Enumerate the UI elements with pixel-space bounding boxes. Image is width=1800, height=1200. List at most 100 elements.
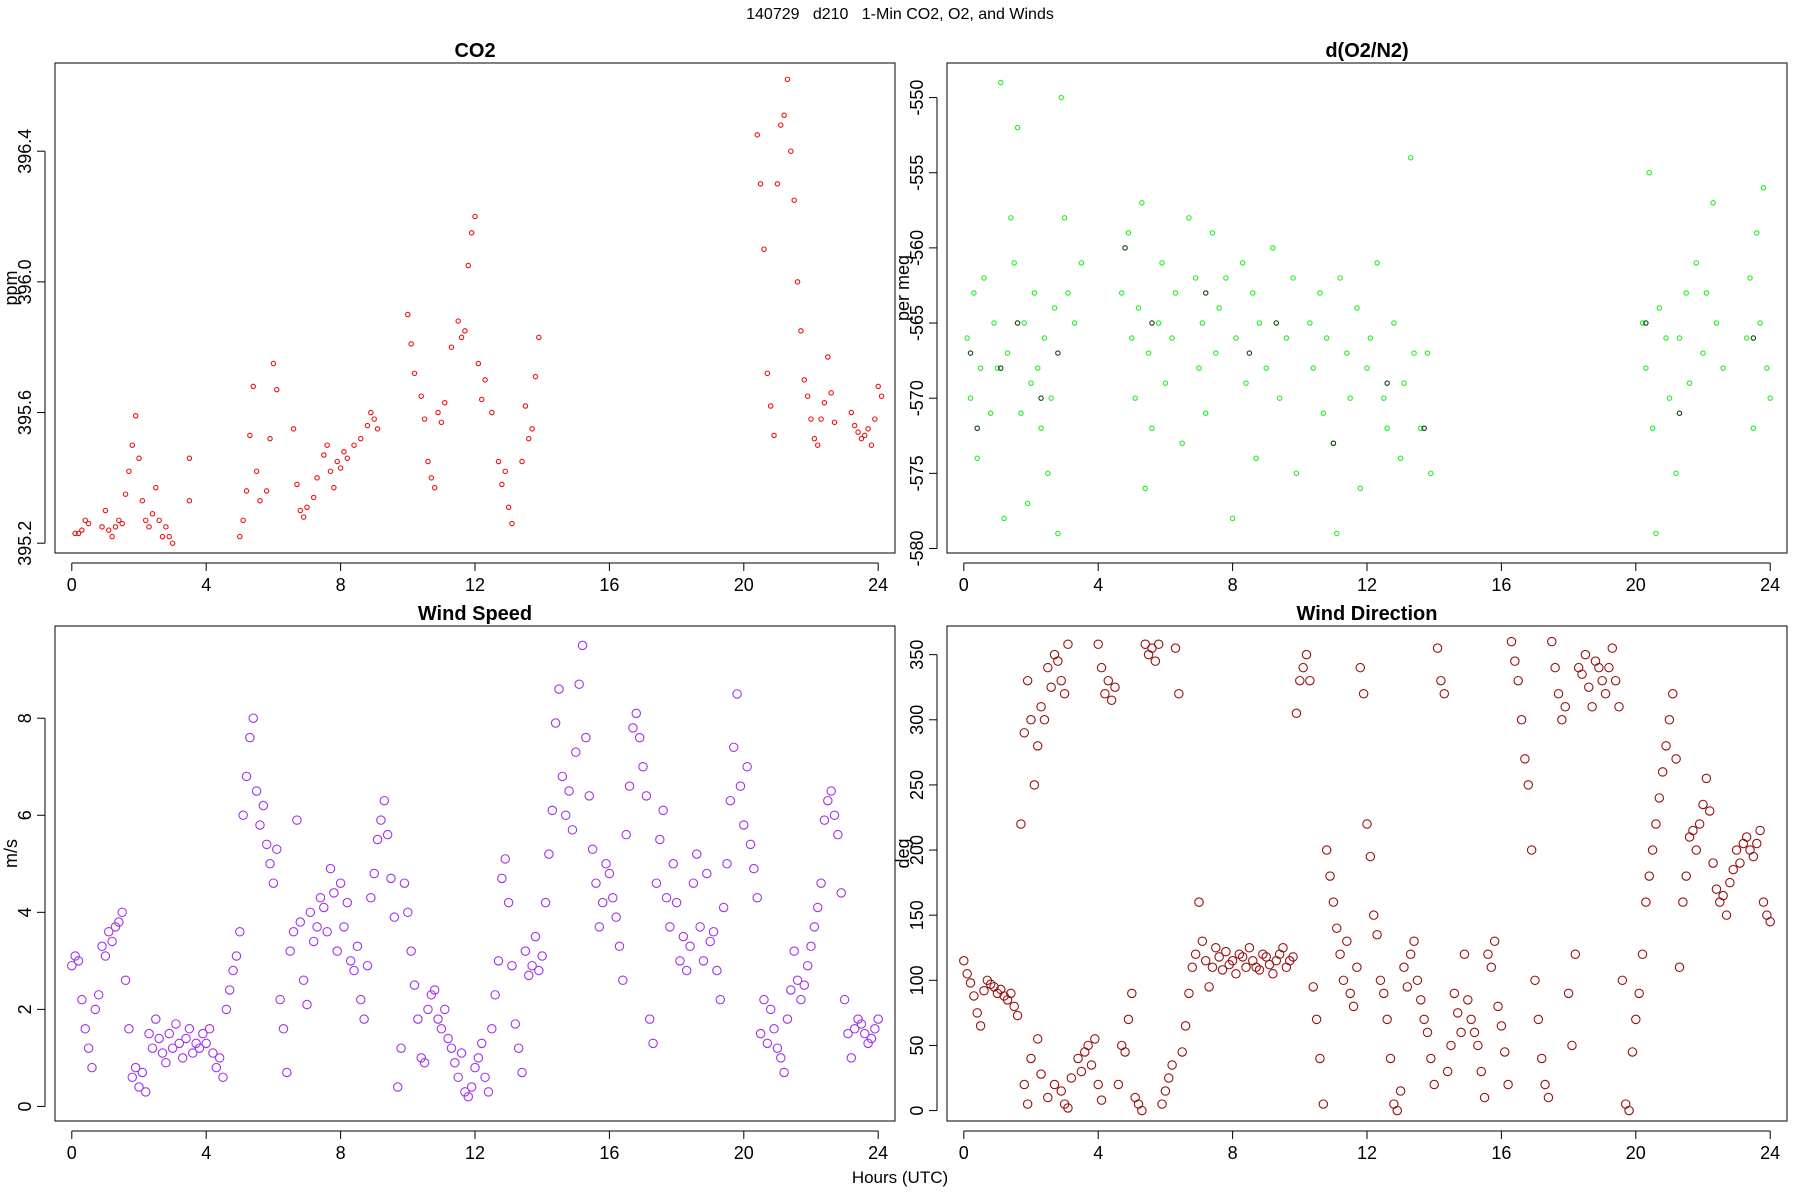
- wind-direction-point: [1106, 695, 1117, 706]
- wind-speed-point: [594, 922, 605, 932]
- wind-speed-point: [224, 985, 235, 995]
- co2-point: [337, 465, 344, 471]
- o2-point: [1334, 530, 1340, 537]
- wind-speed-point: [302, 999, 312, 1010]
- wind-speed-point: [198, 1028, 208, 1039]
- wind-speed-point: [534, 965, 544, 976]
- wind-direction-point: [1009, 1001, 1019, 1012]
- wind-direction-point: [1671, 754, 1681, 764]
- o2-dark-point: [1202, 290, 1209, 296]
- wind-direction-point: [1389, 1099, 1399, 1109]
- wind-direction-point: [1641, 897, 1651, 907]
- o2-point: [1038, 425, 1044, 431]
- wind-speed-point: [695, 922, 705, 932]
- o2-dark-point: [1384, 380, 1390, 386]
- x-tick-label: 8: [1228, 575, 1238, 595]
- wind-direction-point: [1741, 832, 1752, 842]
- y-axis-label: deg: [893, 838, 913, 868]
- wind-direction-point: [1036, 702, 1046, 712]
- x-tick-label: 12: [1357, 575, 1377, 595]
- wind-speed-point: [789, 946, 799, 956]
- o2-point: [1391, 320, 1397, 326]
- wind-direction-point: [1311, 1014, 1322, 1025]
- co2-point: [872, 416, 878, 422]
- wind-direction-point: [1261, 952, 1271, 962]
- wind-direction-point: [1493, 1001, 1503, 1012]
- co2-point: [163, 524, 169, 530]
- wind-speed-point: [174, 1038, 185, 1049]
- wind-direction-point: [1093, 1079, 1103, 1090]
- co2-point: [371, 416, 377, 422]
- y-tick-label: 300: [907, 705, 927, 735]
- o2-point: [1065, 290, 1071, 296]
- wind-direction-point: [1234, 949, 1245, 960]
- co2-point: [247, 432, 253, 439]
- wind-speed-point: [93, 990, 104, 1000]
- wind-direction-point: [1725, 877, 1735, 888]
- co2-point: [153, 484, 159, 491]
- o2-point: [1041, 335, 1048, 341]
- o2-dark-point: [1330, 440, 1337, 447]
- panel-title: Wind Speed: [418, 603, 532, 625]
- wind-speed-point: [571, 747, 581, 757]
- y-tick-label: 50: [907, 1035, 927, 1055]
- co2-point: [781, 112, 787, 119]
- wind-speed-point: [201, 1038, 211, 1049]
- wind-direction-point: [1432, 643, 1443, 653]
- wind-speed-point: [161, 1058, 171, 1068]
- wind-speed-point: [413, 1014, 423, 1024]
- o2-point: [1263, 365, 1269, 371]
- co2-point: [448, 344, 455, 350]
- o2-point: [1196, 365, 1202, 371]
- wind-direction-point: [1217, 965, 1228, 975]
- wind-speed-point: [392, 1082, 403, 1092]
- x-tick-label: 0: [959, 575, 969, 595]
- co2-point: [831, 419, 838, 426]
- wind-direction-point: [1342, 936, 1352, 946]
- wind-speed-point: [799, 980, 810, 990]
- o2-point: [1055, 530, 1061, 537]
- co2-point: [324, 442, 330, 448]
- wind-direction-point: [1617, 975, 1628, 986]
- wind-direction-point: [1584, 682, 1594, 692]
- wind-direction-point: [1029, 780, 1040, 790]
- wind-speed-point: [718, 902, 729, 913]
- wind-speed-point: [154, 1033, 164, 1044]
- wind-direction-point: [1573, 662, 1584, 673]
- co2-point: [106, 527, 112, 533]
- co2-point: [321, 452, 327, 458]
- wind-direction-point: [1039, 715, 1050, 725]
- co2-panel: CO2 ppm 0 4 8 12 16 20 24 395.2 395.6 396.0 396.4: [1, 40, 896, 595]
- wind-speed-point: [524, 970, 534, 981]
- wind-direction-point: [1083, 1040, 1093, 1051]
- wind-speed-point: [194, 1043, 205, 1053]
- wind-speed-point: [164, 1028, 174, 1039]
- wind-direction-point: [1090, 1034, 1100, 1044]
- co2-point: [240, 517, 246, 524]
- co2-point: [253, 468, 260, 475]
- wind-speed-point: [507, 960, 517, 971]
- co2-point: [442, 399, 448, 406]
- wind-speed-point: [258, 800, 269, 811]
- wind-speed-point: [90, 1004, 101, 1015]
- wind-speed-point: [107, 936, 117, 947]
- wind-direction-point: [1711, 884, 1722, 894]
- wind-speed-point: [298, 975, 309, 986]
- o2-point: [1401, 380, 1407, 386]
- co2-point: [159, 533, 166, 540]
- wind-direction-point: [1073, 1053, 1083, 1064]
- wind-direction-point: [1153, 639, 1164, 649]
- wind-direction-point: [1604, 662, 1614, 673]
- o2-point: [1139, 200, 1145, 206]
- co2-point: [855, 429, 861, 435]
- wind-speed-point: [490, 990, 500, 1000]
- wind-speed-point: [282, 1067, 292, 1078]
- co2-point: [237, 533, 243, 540]
- wind-speed-point: [322, 926, 332, 937]
- wind-speed-point: [366, 893, 376, 903]
- wind-direction-point: [1614, 702, 1624, 712]
- co2-point: [478, 396, 485, 403]
- wind-speed-point: [127, 1072, 138, 1083]
- wind-speed-point: [772, 1043, 783, 1053]
- wind-speed-point: [171, 1019, 181, 1029]
